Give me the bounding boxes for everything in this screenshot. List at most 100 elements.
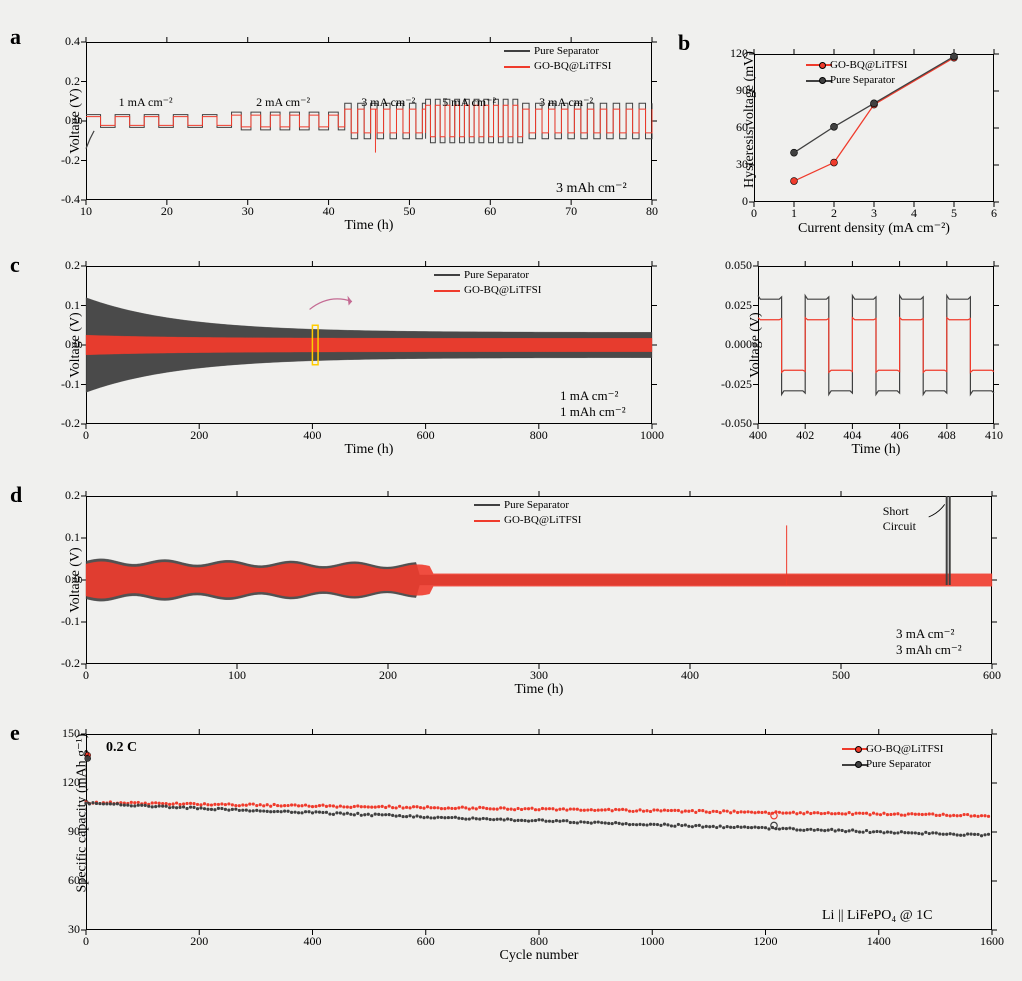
rate-annotation: 1 mA cm⁻² xyxy=(119,95,173,110)
rate-annotation: 3 mA cm⁻² xyxy=(539,95,593,110)
panel-c-label: c xyxy=(10,252,20,278)
cell-label: Li || LiFePO₄ @ 1C xyxy=(822,908,933,924)
legend-label: Pure Separator xyxy=(504,499,569,511)
legend-label: GO-BQ@LiTFSI xyxy=(504,514,581,526)
rate-annotation: 3 mA cm⁻² xyxy=(361,95,415,110)
xlabel: Time (h) xyxy=(289,218,449,234)
xtick: 40 xyxy=(309,204,349,219)
legend: GO-BQ@LiTFSI Pure Separator xyxy=(806,58,907,89)
panel-e-chart: 3060901201500200400600800100012001400160… xyxy=(34,724,1004,972)
xtick: 100 xyxy=(217,668,257,683)
ylabel: Voltage (V) xyxy=(68,520,84,640)
xtick: 10 xyxy=(66,204,106,219)
xtick: 0 xyxy=(66,934,106,949)
xtick: 0 xyxy=(734,206,774,221)
ylabel: Voltage (V) xyxy=(748,285,764,405)
rate-annotation: 5 mA cm⁻² xyxy=(442,95,496,110)
xtick: 1200 xyxy=(746,934,786,949)
panel-d-chart: -0.2-0.10.00.10.20100200300400500600Volt… xyxy=(34,486,1004,708)
xtick: 60 xyxy=(470,204,510,219)
xtick: 1 xyxy=(774,206,814,221)
ylabel: Voltage (V) xyxy=(68,61,84,181)
xtick: 0 xyxy=(66,668,106,683)
panel-a-chart: -0.4-0.20.00.20.41020304050607080Voltage… xyxy=(34,32,664,242)
xtick: 410 xyxy=(974,428,1014,443)
ytick: 0.2 xyxy=(40,258,80,273)
xtick: 800 xyxy=(519,428,559,443)
panel-c-chart: -0.2-0.10.00.10.202004006008001000Voltag… xyxy=(34,256,664,466)
xtick: 200 xyxy=(179,934,219,949)
legend-label: GO-BQ@LiTFSI xyxy=(464,284,541,296)
legend: Pure Separator GO-BQ@LiTFSI xyxy=(434,268,541,299)
xtick: 1400 xyxy=(859,934,899,949)
short-circuit-label: Short Circuit xyxy=(883,504,916,534)
xtick: 800 xyxy=(519,934,559,949)
legend: Pure Separator GO-BQ@LiTFSI xyxy=(504,44,611,75)
corner-text: 3 mAh cm⁻² xyxy=(556,180,627,197)
legend: GO-BQ@LiTFSI Pure Separator xyxy=(842,742,943,773)
ytick: 0.4 xyxy=(40,34,80,49)
xtick: 600 xyxy=(406,428,446,443)
xtick: 1000 xyxy=(632,934,672,949)
xtick: 408 xyxy=(927,428,967,443)
xtick: 3 xyxy=(854,206,894,221)
xtick: 500 xyxy=(821,668,861,683)
legend-label: GO-BQ@LiTFSI xyxy=(866,743,943,755)
panel-b-label: b xyxy=(678,30,690,56)
xtick: 200 xyxy=(179,428,219,443)
legend-label: GO-BQ@LiTFSI xyxy=(534,60,611,72)
xtick: 1600 xyxy=(972,934,1012,949)
panel-c-inset-chart: -0.050-0.0250.0000.0250.0504004024044064… xyxy=(700,256,1006,466)
xtick: 406 xyxy=(880,428,920,443)
xtick: 20 xyxy=(147,204,187,219)
xtick: 50 xyxy=(389,204,429,219)
xtick: 400 xyxy=(738,428,778,443)
xlabel: Time (h) xyxy=(289,442,449,458)
rate-annotation: 0.2 C xyxy=(106,740,137,756)
xtick: 200 xyxy=(368,668,408,683)
panel-a-label: a xyxy=(10,24,21,50)
corner-text: 1 mA cm⁻² xyxy=(560,388,618,404)
ytick: 0.025 xyxy=(712,298,752,313)
ylabel: Voltage (V) xyxy=(68,285,84,405)
ytick: 0.050 xyxy=(712,258,752,273)
xtick: 70 xyxy=(551,204,591,219)
xtick: 0 xyxy=(66,428,106,443)
panel-e-label: e xyxy=(10,720,20,746)
ytick: 0.000 xyxy=(712,337,752,352)
xtick: 4 xyxy=(894,206,934,221)
ytick: -0.025 xyxy=(712,377,752,392)
legend-label: Pure Separator xyxy=(464,269,529,281)
corner-text: 1 mAh cm⁻² xyxy=(560,404,626,420)
corner-text: 3 mA cm⁻² xyxy=(896,626,954,642)
panel-b-chart: 03060901200123456Hysteresis voltage (mV)… xyxy=(700,44,1006,242)
xlabel: Current density (mA cm⁻²) xyxy=(794,220,954,237)
xtick: 300 xyxy=(519,668,559,683)
xlabel: Time (h) xyxy=(459,682,619,698)
xtick: 6 xyxy=(974,206,1014,221)
panel-d-label: d xyxy=(10,482,22,508)
legend-label: GO-BQ@LiTFSI xyxy=(830,59,907,71)
corner-text: 3 mAh cm⁻² xyxy=(896,642,962,658)
ylabel: Specific capacity (mAh g⁻¹) xyxy=(74,773,91,893)
xtick: 600 xyxy=(406,934,446,949)
legend-label: Pure Separator xyxy=(830,74,895,86)
xlabel: Time (h) xyxy=(796,442,956,458)
xtick: 80 xyxy=(632,204,672,219)
xtick: 404 xyxy=(832,428,872,443)
ytick: 0.2 xyxy=(40,488,80,503)
xtick: 30 xyxy=(228,204,268,219)
xtick: 2 xyxy=(814,206,854,221)
xtick: 600 xyxy=(972,668,1012,683)
xlabel: Cycle number xyxy=(459,948,619,964)
xtick: 1000 xyxy=(632,428,672,443)
ylabel: Hysteresis voltage (mV) xyxy=(742,68,758,188)
xtick: 400 xyxy=(670,668,710,683)
rate-annotation: 2 mA cm⁻² xyxy=(256,95,310,110)
xtick: 402 xyxy=(785,428,825,443)
legend: Pure Separator GO-BQ@LiTFSI xyxy=(474,498,581,529)
legend-label: Pure Separator xyxy=(866,758,931,770)
xtick: 400 xyxy=(292,428,332,443)
legend-label: Pure Separator xyxy=(534,45,599,57)
xtick: 400 xyxy=(293,934,333,949)
